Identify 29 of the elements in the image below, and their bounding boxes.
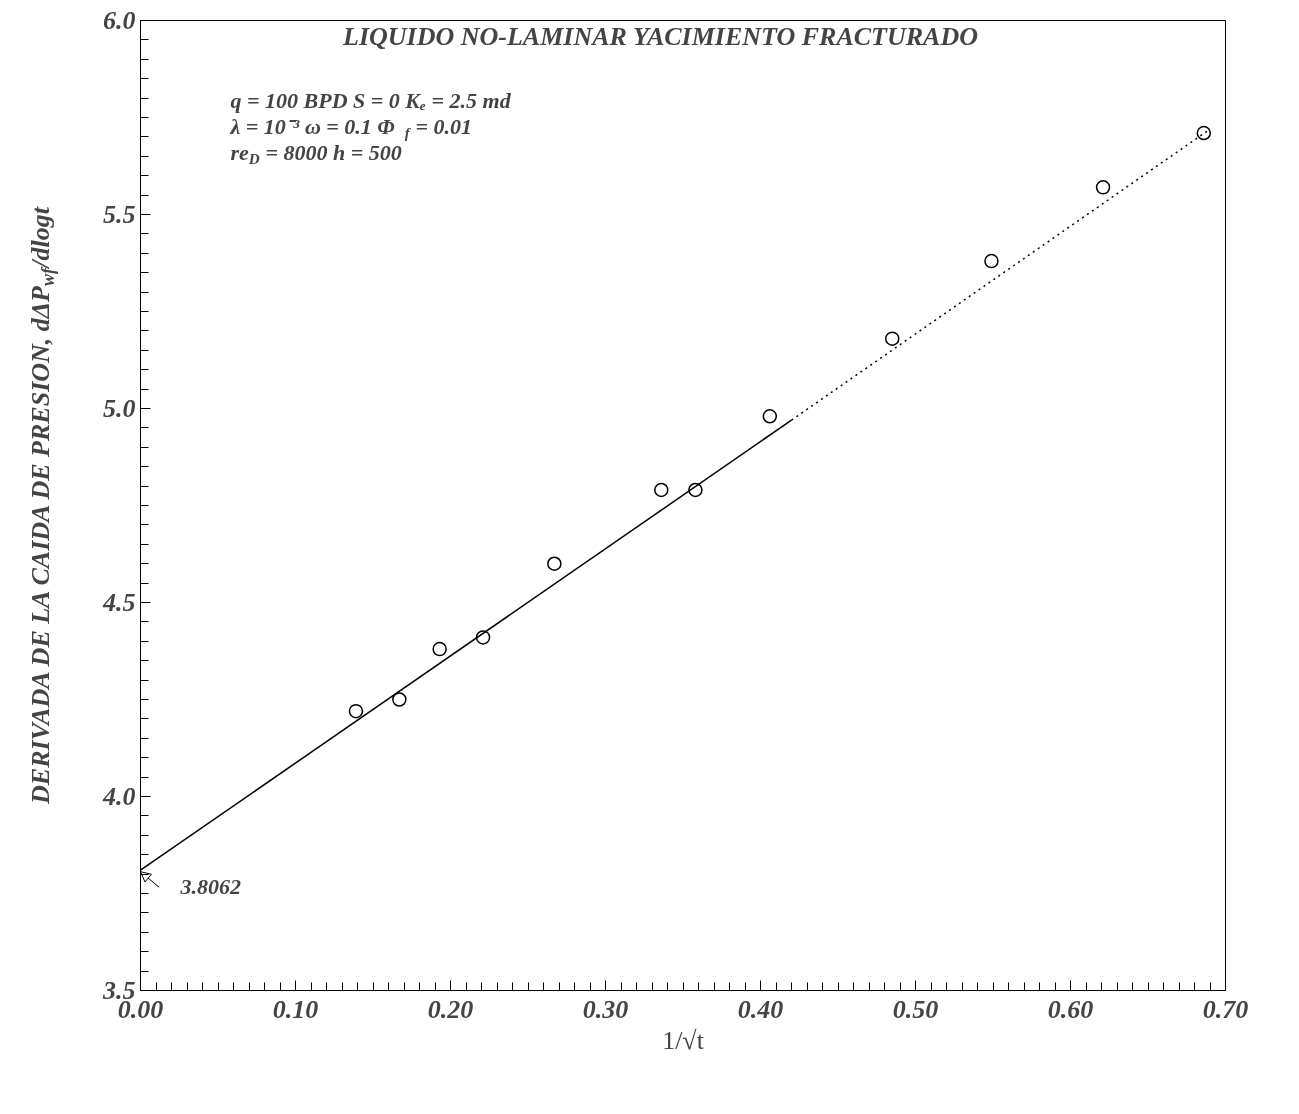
point bbox=[984, 253, 999, 269]
x-tick-label: 0.30 bbox=[582, 994, 629, 1024]
x-tick-label: 0.70 bbox=[1202, 994, 1249, 1024]
x-axis-title: 1/√t bbox=[662, 1025, 705, 1055]
y-tick-label: 5.5 bbox=[103, 200, 136, 229]
chart-title: LIQUIDO NO-LAMINAR YACIMIENTO FRACTURADO bbox=[342, 21, 979, 51]
x-tick-label: 0.50 bbox=[892, 994, 939, 1024]
point bbox=[475, 630, 491, 645]
point bbox=[547, 556, 562, 571]
point bbox=[392, 692, 407, 707]
point bbox=[885, 331, 900, 346]
point bbox=[654, 482, 669, 498]
x-tick-label: 0.40 bbox=[737, 994, 784, 1024]
y-tick-label: 4.0 bbox=[102, 782, 136, 811]
x-tick-label: 0.10 bbox=[272, 994, 319, 1024]
point bbox=[1095, 180, 1111, 195]
point bbox=[762, 409, 778, 424]
x-tick-label: 0.20 bbox=[427, 994, 474, 1024]
x-tick-label: 0.60 bbox=[1047, 994, 1094, 1024]
y-tick-label: 6.0 bbox=[103, 6, 136, 35]
y-tick-label: 4.5 bbox=[102, 588, 136, 617]
annotation: 3.8062 bbox=[179, 873, 241, 899]
point bbox=[348, 703, 364, 719]
point bbox=[688, 482, 703, 498]
point bbox=[432, 641, 447, 657]
annotation: q = 100 BPD S = 0 Kₑ = 2.5 md bbox=[230, 88, 512, 113]
y-tick-label: 5.0 bbox=[103, 394, 136, 423]
y-axis-title: DERIVADA DE LA CAIDA DE PRESION, dΔPwf/dlogt bbox=[26, 206, 59, 805]
point bbox=[1196, 125, 1212, 141]
